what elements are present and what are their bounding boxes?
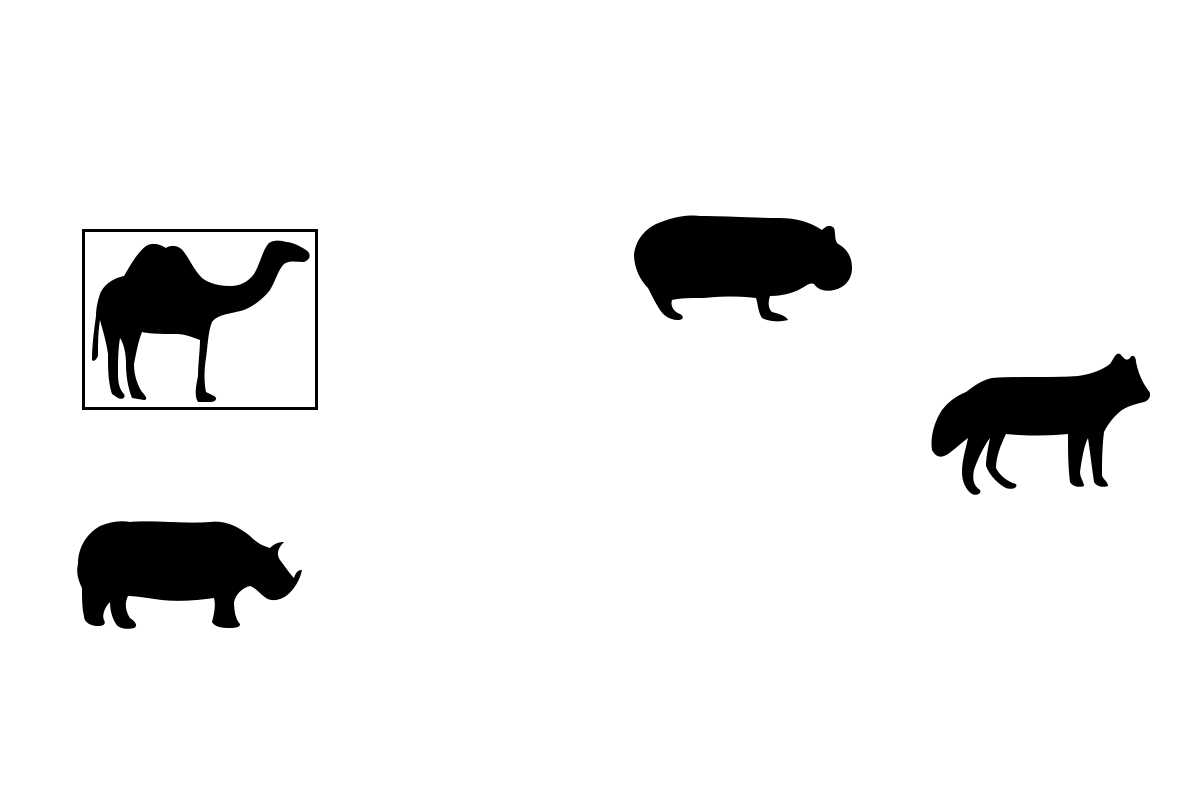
camel-icon	[92, 240, 310, 402]
wolf-icon	[931, 353, 1151, 495]
rhino-icon	[77, 521, 302, 629]
hippo-icon	[634, 215, 852, 322]
hippo-silhouette[interactable]	[630, 210, 860, 325]
camel-silhouette[interactable]	[90, 236, 315, 406]
wolf-silhouette[interactable]	[928, 350, 1158, 500]
rhino-silhouette[interactable]	[74, 516, 304, 636]
